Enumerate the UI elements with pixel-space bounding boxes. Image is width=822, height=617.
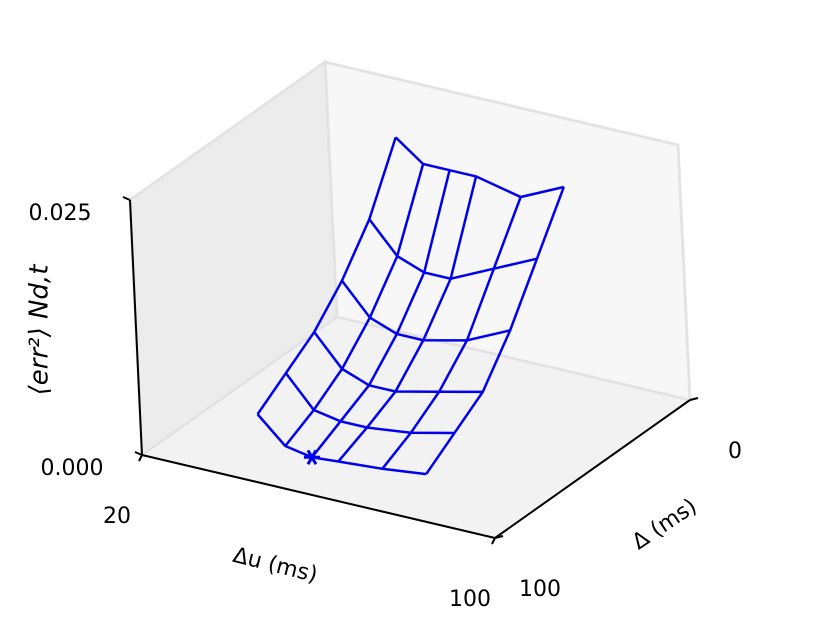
x-tick bbox=[491, 537, 496, 545]
minimum-marker bbox=[303, 449, 320, 465]
wire-row bbox=[256, 413, 427, 476]
z-axis-label: ⟨err²⟩ Nd,t bbox=[25, 264, 55, 396]
grid-line bbox=[141, 316, 691, 456]
z-tick-label: 0.025 bbox=[29, 201, 92, 226]
grid-line bbox=[129, 61, 679, 201]
wire-column bbox=[337, 176, 478, 463]
z-tick-label: 0.000 bbox=[41, 456, 104, 481]
z-axis bbox=[129, 199, 143, 456]
wire-column bbox=[425, 186, 565, 475]
z-tick bbox=[122, 196, 131, 201]
x-axis bbox=[141, 454, 496, 539]
y-axis-label: Δ (ms) bbox=[628, 494, 702, 555]
z-tick bbox=[134, 451, 143, 456]
y-axis bbox=[494, 399, 691, 539]
wire-row bbox=[394, 136, 565, 199]
y-tick-label: 0 bbox=[728, 439, 742, 464]
wire-column bbox=[381, 196, 522, 470]
wire-row bbox=[284, 372, 455, 435]
x-tick bbox=[138, 454, 143, 462]
wire-column bbox=[256, 136, 397, 415]
wire-row bbox=[368, 218, 538, 281]
x-tick-label: 100 bbox=[449, 587, 491, 612]
wire-column bbox=[284, 163, 425, 447]
y-tick bbox=[689, 397, 699, 401]
x-axis-label: Δu (ms) bbox=[230, 543, 320, 588]
wire-row bbox=[340, 279, 511, 342]
wire-row bbox=[313, 331, 483, 394]
y-tick-label: 100 bbox=[519, 577, 561, 602]
wire-column bbox=[310, 169, 451, 459]
x-tick-label: 20 bbox=[103, 504, 131, 529]
